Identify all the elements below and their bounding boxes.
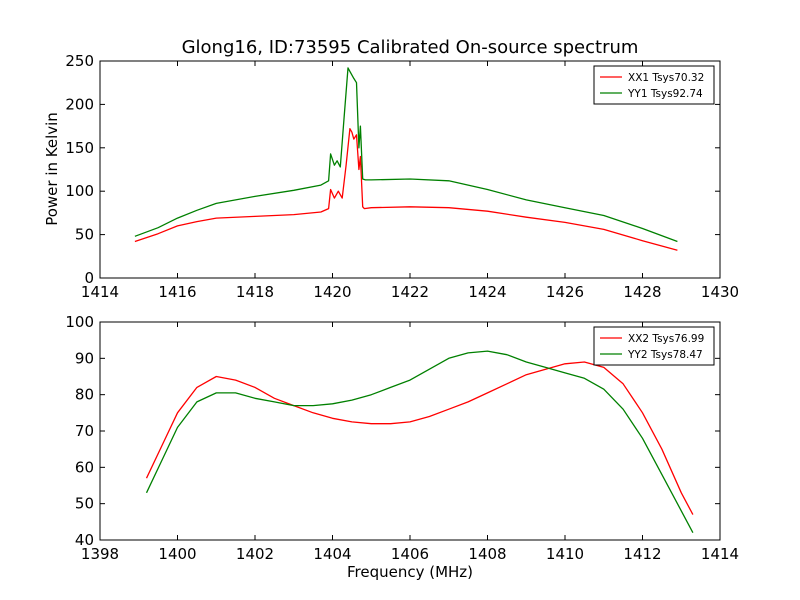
x-tick-label: 1398 [81,545,119,563]
y-tick-label: 150 [65,139,94,157]
y-tick-label: 100 [65,313,94,331]
y-tick-label: 70 [75,422,94,440]
x-tick-label: 1402 [236,545,274,563]
y-tick-label: 90 [75,349,94,367]
y-tick-label: 80 [75,386,94,404]
legend-label: YY2 Tsys78.47 [627,349,703,361]
x-tick-label: 1416 [158,283,196,301]
y-tick-label: 50 [75,495,94,513]
legend-label: XX2 Tsys76.99 [628,333,704,345]
x-tick-label: 1406 [391,545,429,563]
x-tick-label: 1424 [468,283,506,301]
y-tick-label: 40 [75,531,94,549]
legend-label: XX1 Tsys70.32 [628,72,704,84]
y-tick-label: 0 [84,269,94,287]
series-line-1 [134,128,678,251]
x-tick-label: 1408 [468,545,506,563]
series-line-2 [134,67,678,243]
x-tick-label: 1404 [313,545,351,563]
legend: XX2 Tsys76.99 YY2 Tsys78.47 [593,326,715,366]
x-tick-label: 1418 [236,283,274,301]
x-tick-label: 1412 [623,545,661,563]
bottom-panel: 1398 1400 1402 1404 1406 1408 1410 1412 1414 40 50… [65,313,739,563]
legend-box [593,326,715,366]
legend: XX1 Tsys70.32 YY1 Tsys92.74 [593,65,715,105]
legend-label: YY1 Tsys92.74 [627,88,703,100]
y-axis-label: Power in Kelvin [43,112,61,226]
series-line-1 [145,361,694,515]
x-tick-label: 1400 [158,545,196,563]
series-line-2 [145,350,694,534]
x-tick-label: 1428 [623,283,661,301]
figure-title: Glong16, ID:73595 Calibrated On-source s… [182,37,639,58]
x-tick-label: 1430 [701,283,739,301]
legend-box [593,65,715,105]
y-tick-label: 60 [75,458,94,476]
x-tick-label: 1426 [546,283,584,301]
x-tick-label: 1414 [81,283,119,301]
y-tick-label: 200 [65,95,94,113]
y-tick-label: 250 [65,52,94,70]
y-tick-label: 100 [65,182,94,200]
x-tick-label: 1420 [313,283,351,301]
x-axis-label: Frequency (MHz) [347,563,473,581]
x-tick-label: 1410 [546,545,584,563]
x-tick-label: 1422 [391,283,429,301]
x-tick-label: 1414 [701,545,739,563]
top-panel: 1414 1416 1418 1420 1422 1424 1426 1428 1430 0 50 1… [65,52,739,301]
y-tick-label: 50 [75,226,94,244]
